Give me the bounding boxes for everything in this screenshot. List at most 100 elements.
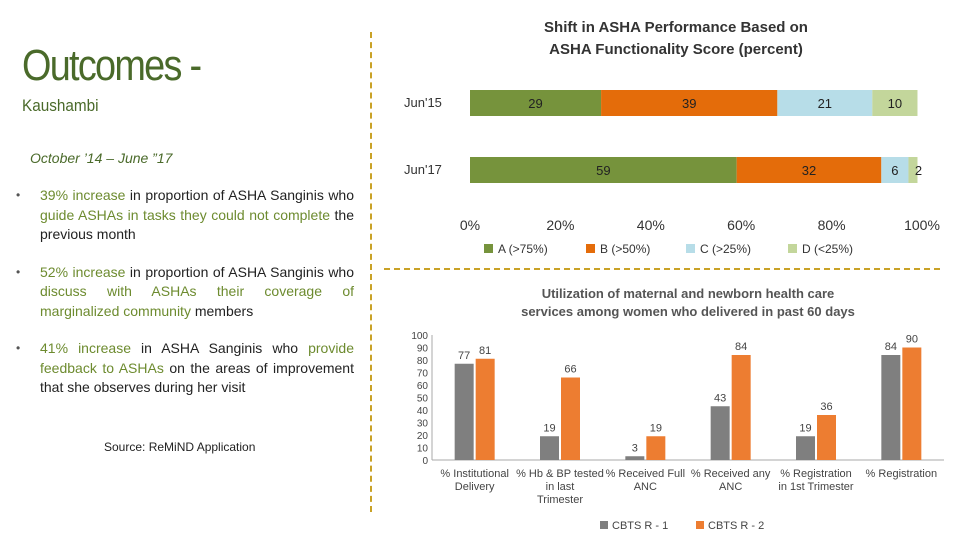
legend-swatch — [484, 244, 493, 253]
x-tick-label: 20% — [546, 217, 574, 233]
x-tick-label: 80% — [818, 217, 846, 233]
finding-highlight: 52% increase — [40, 263, 126, 280]
data-label: 2 — [915, 163, 922, 178]
category-label: % Received Full ANC — [606, 468, 685, 493]
finding-text: in proportion of ASHA Sanginis who — [125, 187, 354, 203]
category-label-line: % Received any — [691, 468, 771, 480]
bar-segment — [872, 90, 918, 116]
finding-text: in ASHA Sanginis who — [130, 340, 309, 356]
y-tick-label: 20 — [417, 431, 429, 442]
y-tick-label: 10 — [417, 444, 429, 455]
finding-text: in proportion of ASHA Sanginis who — [125, 263, 354, 280]
data-label: 10 — [888, 96, 902, 111]
bar — [881, 355, 901, 460]
chart-title: Shift in ASHA Performance Based on — [544, 19, 808, 36]
y-tick-label: 50 — [417, 394, 429, 405]
data-label: 39 — [682, 96, 696, 111]
data-label: 19 — [543, 422, 555, 434]
category-label-line: % Registration — [780, 468, 852, 480]
legend-label: CBTS R - 2 — [708, 520, 764, 532]
y-tick-label: 0 — [422, 456, 428, 467]
data-label: 6 — [891, 163, 898, 178]
x-tick-label: 0% — [460, 217, 480, 233]
bar — [817, 415, 836, 460]
bar-segment — [908, 157, 918, 183]
legend-label: A (>75%) — [498, 242, 548, 256]
y-tick-label: 60 — [417, 381, 429, 392]
data-label: 59 — [596, 163, 610, 178]
category-label: % Registration in 1st Trimester — [778, 468, 854, 493]
chart-title: ASHA Functionality Score (percent) — [549, 41, 803, 58]
data-label: 81 — [479, 345, 491, 357]
finding-highlight: 41% increase — [40, 340, 131, 356]
slide-title: Outcomes - — [22, 41, 202, 90]
service-utilization-bar-chart: Utilization of maternal and newborn heal… — [411, 286, 944, 532]
legend-swatch — [696, 521, 704, 529]
category-label-line: Delivery — [455, 481, 495, 493]
category-label-line: ANC — [719, 481, 742, 493]
data-label: 84 — [735, 341, 747, 353]
finding-highlight: 39% increase — [40, 187, 126, 203]
category-label: % Institutional Delivery — [440, 468, 508, 493]
bar-segment — [736, 157, 882, 183]
bar-segment — [881, 157, 909, 183]
chart-title: services among women who delivered in pa… — [521, 304, 855, 319]
finding-text: the previous month — [40, 206, 354, 243]
bar — [731, 355, 751, 460]
data-label: 32 — [802, 163, 816, 178]
bar — [454, 363, 474, 460]
bar — [646, 436, 666, 460]
category-label: % Registration — [866, 468, 938, 480]
category-label-line: % Institutional — [440, 468, 508, 480]
data-label: 43 — [714, 392, 726, 404]
category-label-line: Trimester — [537, 494, 583, 506]
vertical-divider — [370, 32, 372, 512]
category-label-line: % Received Full — [606, 468, 685, 480]
horizontal-divider — [384, 268, 940, 270]
finding-item: 41% increase in ASHA Sanginis who provid… — [14, 339, 354, 398]
category-label: Jun'15 — [404, 95, 442, 110]
legend-swatch — [600, 521, 608, 529]
category-label-line: in 1st Trimester — [778, 481, 854, 493]
data-label: 19 — [650, 422, 662, 434]
finding-highlight: guide ASHAs in tasks they could not comp… — [40, 206, 331, 223]
chart-title: Utilization of maternal and newborn heal… — [542, 286, 835, 301]
x-tick-label: 40% — [637, 217, 665, 233]
data-label: 84 — [885, 341, 897, 353]
slide-subtitle: Kaushambi — [22, 96, 99, 115]
category-label: Jun'17 — [404, 162, 442, 177]
category-label-line: % Hb & BP tested — [516, 468, 604, 480]
bar — [625, 456, 645, 460]
bar-segment — [777, 90, 873, 116]
y-tick-label: 40 — [417, 406, 429, 417]
data-label: 29 — [528, 96, 542, 111]
legend-swatch — [686, 244, 695, 253]
findings-list: 39% increase in proportion of ASHA Sangi… — [14, 186, 354, 416]
bar-segment — [470, 157, 737, 183]
legend-label: B (>50%) — [600, 242, 650, 256]
finding-item: 39% increase in proportion of ASHA Sangi… — [14, 186, 354, 245]
finding-highlight: provide feedback to ASHAs — [40, 340, 354, 376]
bar-segment — [601, 90, 778, 116]
data-label: 36 — [820, 401, 832, 413]
legend-label: C (>25%) — [700, 242, 751, 256]
category-label-line: ANC — [634, 481, 657, 493]
reporting-period: October ’14 – June ”17 — [30, 150, 173, 166]
category-label-line: in last — [546, 481, 575, 493]
bar — [710, 406, 730, 460]
bar-segment — [470, 90, 602, 116]
legend-label: CBTS R - 1 — [612, 520, 668, 532]
x-tick-label: 60% — [727, 217, 755, 233]
source-note: Source: ReMiND Application — [104, 440, 256, 454]
finding-text: members — [190, 302, 254, 319]
performance-stacked-bar-chart: Shift in ASHA Performance Based on ASHA F… — [404, 19, 940, 256]
data-label: 3 — [632, 442, 638, 454]
data-label: 77 — [458, 350, 470, 362]
legend-label: D (<25%) — [802, 242, 853, 256]
bar — [796, 436, 815, 460]
y-tick-label: 70 — [417, 369, 429, 380]
bar — [540, 436, 559, 460]
category-label-line: % Registration — [866, 468, 938, 480]
x-tick-label: 100% — [904, 217, 940, 233]
category-label: % Received any ANC — [691, 468, 771, 493]
